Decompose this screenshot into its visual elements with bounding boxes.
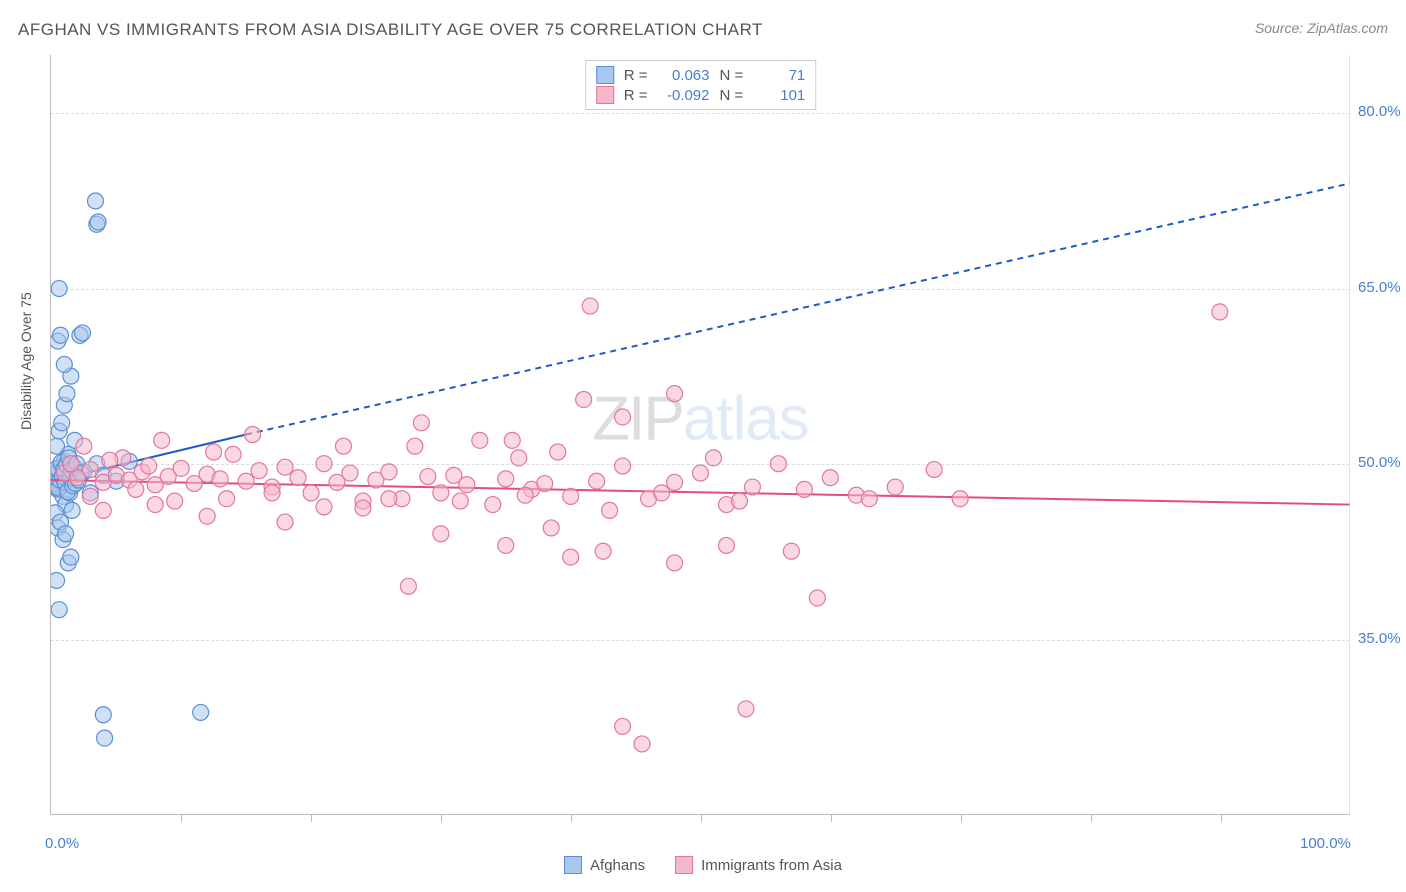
chart-plot-area: ZIPatlas R = 0.063 N = 71 R = -0.092 N =… — [50, 55, 1350, 815]
source-attribution: Source: ZipAtlas.com — [1255, 20, 1388, 36]
legend-label: Afghans — [590, 857, 645, 874]
correlation-legend: R = 0.063 N = 71 R = -0.092 N = 101 — [585, 60, 817, 110]
chart-title: AFGHAN VS IMMIGRANTS FROM ASIA DISABILIT… — [18, 20, 763, 40]
swatch-icon — [596, 66, 614, 84]
y-axis-label: Disability Age Over 75 — [18, 292, 34, 430]
legend-item-afghans: Afghans — [564, 856, 645, 874]
legend-row-afghans: R = 0.063 N = 71 — [596, 65, 806, 85]
x-tick-label: 0.0% — [45, 835, 79, 852]
legend-label: Immigrants from Asia — [701, 857, 842, 874]
y-tick-label: 65.0% — [1358, 279, 1401, 296]
x-tick-label: 100.0% — [1300, 835, 1351, 852]
y-tick-label: 80.0% — [1358, 103, 1401, 120]
y-tick-label: 35.0% — [1358, 630, 1401, 647]
series-legend: Afghans Immigrants from Asia — [564, 856, 842, 874]
swatch-icon — [596, 86, 614, 104]
swatch-icon — [675, 856, 693, 874]
swatch-icon — [564, 856, 582, 874]
legend-row-immigrants: R = -0.092 N = 101 — [596, 85, 806, 105]
legend-item-immigrants: Immigrants from Asia — [675, 856, 842, 874]
scatter-plot-svg — [51, 55, 1350, 814]
y-tick-label: 50.0% — [1358, 454, 1401, 471]
